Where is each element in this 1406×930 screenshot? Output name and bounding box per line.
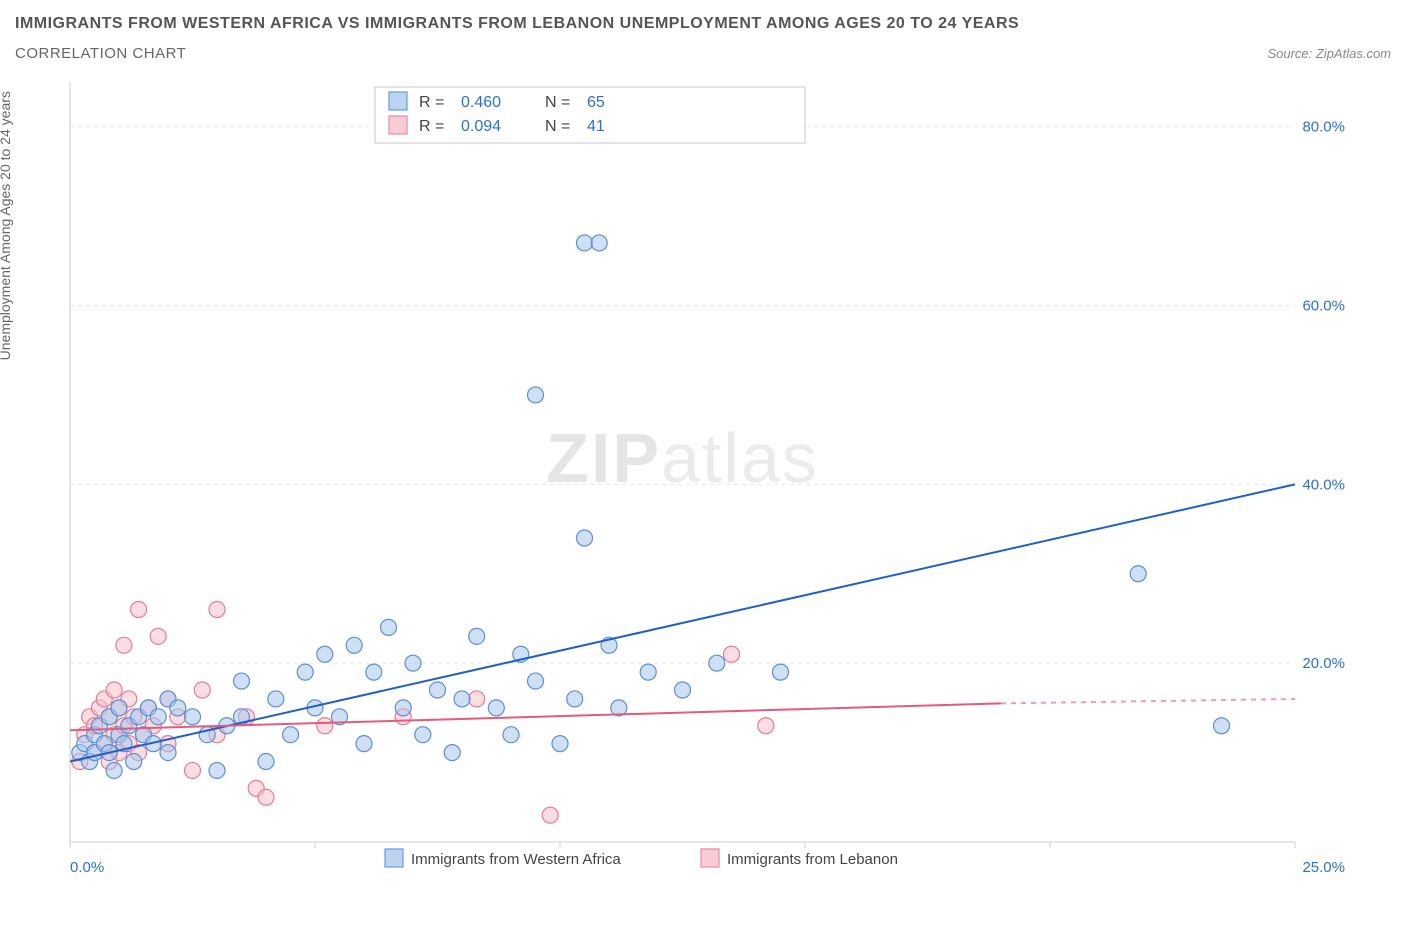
svg-text:ZIPatlas: ZIPatlas [546, 419, 819, 497]
y-axis-label: Unemployment Among Ages 20 to 24 years [0, 91, 13, 360]
svg-text:20.0%: 20.0% [1302, 655, 1345, 672]
subtitle-row: CORRELATION CHART Source: ZipAtlas.com [15, 45, 1391, 62]
chart-subtitle: CORRELATION CHART [15, 45, 186, 62]
svg-text:N =: N = [545, 118, 570, 135]
svg-text:0.460: 0.460 [461, 94, 501, 111]
svg-text:80.0%: 80.0% [1302, 119, 1345, 136]
chart-container: Unemployment Among Ages 20 to 24 years 2… [15, 72, 1391, 902]
svg-text:60.0%: 60.0% [1302, 298, 1345, 315]
svg-text:0.0%: 0.0% [70, 859, 104, 876]
svg-text:R =: R = [419, 94, 444, 111]
svg-text:Immigrants from Western Africa: Immigrants from Western Africa [411, 851, 621, 868]
correlation-scatter-chart: 20.0% 40.0% 60.0% 80.0% 0.0% 25.0% ZIPatlas R =… [15, 72, 1355, 902]
chart-title: IMMIGRANTS FROM WESTERN AFRICA VS IMMIGR… [15, 15, 1391, 33]
svg-text:0.094: 0.094 [461, 118, 501, 135]
svg-text:N =: N = [545, 94, 570, 111]
svg-text:R =: R = [419, 118, 444, 135]
svg-text:65: 65 [587, 94, 605, 111]
svg-text:25.0%: 25.0% [1302, 859, 1345, 876]
svg-text:Immigrants from Lebanon: Immigrants from Lebanon [727, 851, 898, 868]
svg-text:41: 41 [587, 118, 605, 135]
svg-text:40.0%: 40.0% [1302, 476, 1345, 493]
source-attribution: Source: ZipAtlas.com [1267, 46, 1391, 61]
